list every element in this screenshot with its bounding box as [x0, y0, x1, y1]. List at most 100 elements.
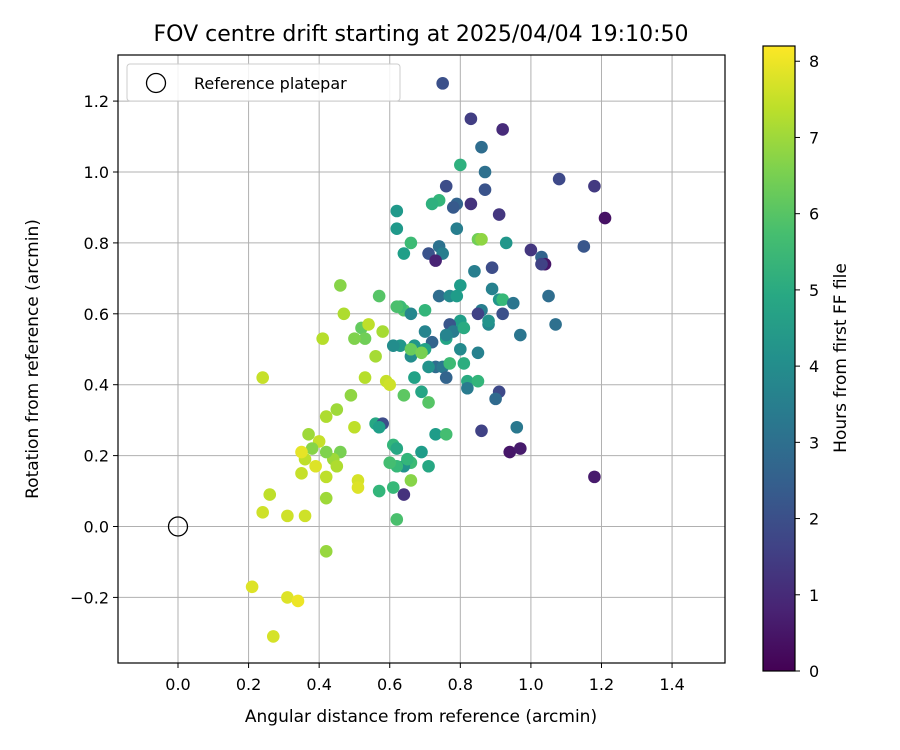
data-point: [552, 172, 566, 186]
data-point: [492, 208, 506, 221]
data-point: [496, 123, 509, 136]
data-point: [510, 420, 524, 434]
data-point: [588, 470, 601, 484]
y-axis-ticks: −0.2 0.0 0.2 0.4 0.6 0.8 1.0 1.2: [70, 92, 118, 607]
colorbar-tick-label: 2: [809, 510, 819, 529]
x-tick-label: 0.0: [165, 675, 190, 694]
data-point: [436, 77, 449, 90]
data-point: [358, 332, 372, 345]
data-point: [485, 261, 499, 275]
data-point: [485, 282, 499, 296]
plot-area-frame: [117, 54, 726, 664]
data-point: [499, 236, 513, 250]
data-point: [422, 396, 435, 409]
data-point: [542, 289, 555, 303]
data-point: [454, 158, 467, 172]
data-point: [390, 204, 404, 218]
x-tick-label: 1.2: [589, 675, 614, 694]
data-point: [464, 197, 478, 211]
x-tick-label: 0.6: [377, 675, 402, 694]
data-point: [372, 484, 386, 498]
data-point: [390, 300, 404, 314]
y-tick-label: 1.0: [84, 163, 109, 182]
data-point: [439, 179, 453, 193]
data-point: [478, 183, 492, 197]
data-point: [598, 211, 612, 225]
data-point: [397, 389, 411, 402]
colorbar-tick-label: 8: [809, 52, 819, 71]
data-point: [422, 360, 435, 374]
data-point: [369, 350, 382, 363]
data-point: [256, 506, 269, 519]
data-point: [344, 389, 358, 402]
data-point: [281, 509, 294, 523]
data-point: [291, 594, 305, 608]
data-point: [372, 289, 386, 303]
colorbar-tick-label: 5: [809, 281, 819, 300]
data-point: [524, 243, 538, 257]
chart-title: FOV centre drift starting at 2025/04/04 …: [154, 22, 689, 47]
data-point: [425, 197, 439, 211]
data-point: [302, 428, 315, 441]
data-point: [496, 293, 509, 306]
data-point: [245, 580, 259, 594]
data-point: [506, 296, 520, 310]
data-point: [281, 591, 294, 604]
data-point: [330, 459, 344, 473]
data-point: [404, 474, 418, 487]
data-point: [429, 254, 442, 267]
data-point: [489, 392, 502, 406]
data-point: [549, 318, 562, 331]
legend-marker-reference: [145, 72, 167, 94]
data-point: [305, 442, 319, 455]
reference-platepar-marker: [167, 516, 189, 537]
colorbar-ticks: 0 1 2 3 4 5 6 7 8: [795, 52, 819, 681]
data-point: [266, 630, 280, 643]
data-point: [386, 339, 400, 353]
data-point: [471, 307, 485, 321]
data-point: [443, 357, 457, 370]
colorbar-frame: [762, 45, 796, 672]
data-point: [503, 445, 517, 459]
data-point: [397, 488, 411, 501]
y-tick-label: 0.6: [84, 305, 109, 324]
data-point: [263, 488, 277, 501]
data-point: [514, 328, 527, 342]
x-axis-ticks: 0.0 0.2 0.4 0.6 0.8 1.0 1.2 1.4: [165, 663, 685, 694]
data-point: [334, 279, 347, 292]
x-tick-label: 0.8: [448, 675, 473, 694]
data-point: [408, 371, 421, 384]
data-point: [468, 264, 481, 278]
data-point: [475, 424, 488, 438]
data-point: [348, 332, 361, 345]
data-point: [319, 545, 333, 558]
colorbar-tick-label: 7: [809, 128, 819, 147]
data-point: [383, 456, 397, 469]
data-point: [475, 140, 488, 154]
y-tick-label: 0.2: [84, 447, 109, 466]
data-point: [461, 381, 474, 395]
data-point: [298, 509, 312, 523]
data-point: [309, 459, 322, 473]
data-point: [295, 445, 308, 459]
data-point: [372, 420, 386, 434]
data-point: [454, 342, 467, 356]
data-point: [319, 410, 333, 423]
data-point: [316, 332, 329, 345]
colorbar: 0 1 2 3 4 5 6 7 8 Hours from first FF file: [762, 45, 851, 681]
data-point: [404, 342, 418, 356]
y-tick-label: 0.0: [84, 518, 109, 537]
data-point: [450, 222, 464, 236]
data-point: [386, 481, 400, 494]
data-point: [514, 442, 527, 455]
data-point: [390, 513, 404, 526]
colorbar-tick-label: 3: [809, 433, 819, 452]
reference-marker-group: [167, 516, 189, 537]
data-point: [319, 491, 333, 505]
data-point: [404, 236, 418, 250]
data-point: [446, 201, 460, 214]
data-point: [475, 233, 488, 246]
x-tick-label: 1.0: [518, 675, 543, 694]
data-point: [577, 240, 591, 253]
